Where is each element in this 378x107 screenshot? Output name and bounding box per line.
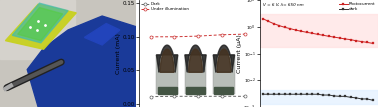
Polygon shape bbox=[185, 45, 206, 72]
Bar bbox=[158, 87, 177, 94]
dark bbox=[343, 96, 347, 97]
Photocurrent bbox=[271, 23, 276, 24]
Dark bbox=[172, 96, 177, 97]
Dark bbox=[243, 96, 248, 97]
Photocurrent bbox=[293, 29, 298, 31]
Y-axis label: Current (mA): Current (mA) bbox=[116, 33, 121, 74]
Photocurrent bbox=[343, 38, 347, 40]
Line: Photocurrent: Photocurrent bbox=[262, 17, 374, 45]
Photocurrent bbox=[315, 34, 320, 35]
Dark bbox=[148, 96, 153, 97]
dark bbox=[321, 94, 325, 96]
dark bbox=[304, 94, 309, 95]
Polygon shape bbox=[5, 4, 76, 49]
Y-axis label: Current (μA): Current (μA) bbox=[237, 34, 242, 73]
Under illumination bbox=[172, 36, 177, 37]
dark bbox=[260, 94, 265, 95]
dark bbox=[354, 97, 358, 98]
Polygon shape bbox=[27, 16, 136, 107]
Polygon shape bbox=[213, 45, 235, 72]
Under illumination bbox=[219, 34, 224, 35]
Photocurrent bbox=[277, 25, 282, 26]
Photocurrent bbox=[282, 27, 287, 28]
Text: V = 6 V, λ= 650 nm: V = 6 V, λ= 650 nm bbox=[263, 3, 304, 7]
Photocurrent bbox=[299, 31, 304, 32]
Photocurrent bbox=[288, 28, 293, 29]
Legend: Dark, Under illumination: Dark, Under illumination bbox=[141, 2, 189, 12]
Bar bbox=[260, 90, 378, 104]
Photocurrent bbox=[310, 33, 314, 34]
Bar bbox=[260, 14, 378, 47]
dark bbox=[282, 94, 287, 95]
FancyBboxPatch shape bbox=[156, 55, 178, 94]
Photocurrent bbox=[365, 42, 369, 43]
Under illumination bbox=[148, 36, 153, 37]
dark bbox=[337, 96, 342, 97]
dark bbox=[271, 94, 276, 95]
Photocurrent bbox=[370, 43, 375, 44]
Line: Under illumination: Under illumination bbox=[149, 33, 247, 38]
Photocurrent bbox=[359, 41, 364, 42]
Polygon shape bbox=[12, 3, 68, 43]
dark bbox=[365, 98, 369, 100]
Line: Dark: Dark bbox=[149, 95, 247, 98]
FancyBboxPatch shape bbox=[213, 55, 235, 94]
Dark bbox=[195, 96, 200, 97]
Polygon shape bbox=[18, 7, 63, 41]
dark bbox=[310, 94, 314, 95]
Photocurrent bbox=[266, 21, 271, 22]
Legend: Photocurrent, dark: Photocurrent, dark bbox=[339, 2, 376, 12]
Polygon shape bbox=[217, 49, 231, 72]
Bar bbox=[0, 0, 75, 59]
Bar bbox=[186, 87, 205, 94]
FancyBboxPatch shape bbox=[185, 55, 206, 94]
Bar bbox=[214, 87, 233, 94]
Photocurrent bbox=[354, 40, 358, 41]
Photocurrent bbox=[326, 36, 331, 37]
Line: dark: dark bbox=[262, 93, 374, 102]
Polygon shape bbox=[156, 45, 178, 72]
Photocurrent bbox=[337, 37, 342, 39]
dark bbox=[315, 94, 320, 95]
dark bbox=[370, 100, 375, 101]
Under illumination bbox=[195, 36, 200, 37]
dark bbox=[288, 94, 293, 95]
Photocurrent bbox=[321, 35, 325, 36]
dark bbox=[332, 95, 336, 97]
dark bbox=[299, 94, 304, 95]
Polygon shape bbox=[160, 49, 174, 72]
dark bbox=[348, 97, 353, 98]
dark bbox=[326, 94, 331, 96]
Photocurrent bbox=[304, 32, 309, 33]
dark bbox=[266, 94, 271, 95]
Polygon shape bbox=[189, 49, 202, 72]
Under illumination bbox=[243, 33, 248, 35]
dark bbox=[293, 94, 298, 95]
dark bbox=[359, 98, 364, 100]
dark bbox=[277, 94, 282, 95]
Photocurrent bbox=[348, 39, 353, 40]
Photocurrent bbox=[332, 36, 336, 38]
Dark bbox=[219, 96, 224, 97]
Polygon shape bbox=[84, 24, 120, 45]
Photocurrent bbox=[260, 18, 265, 19]
